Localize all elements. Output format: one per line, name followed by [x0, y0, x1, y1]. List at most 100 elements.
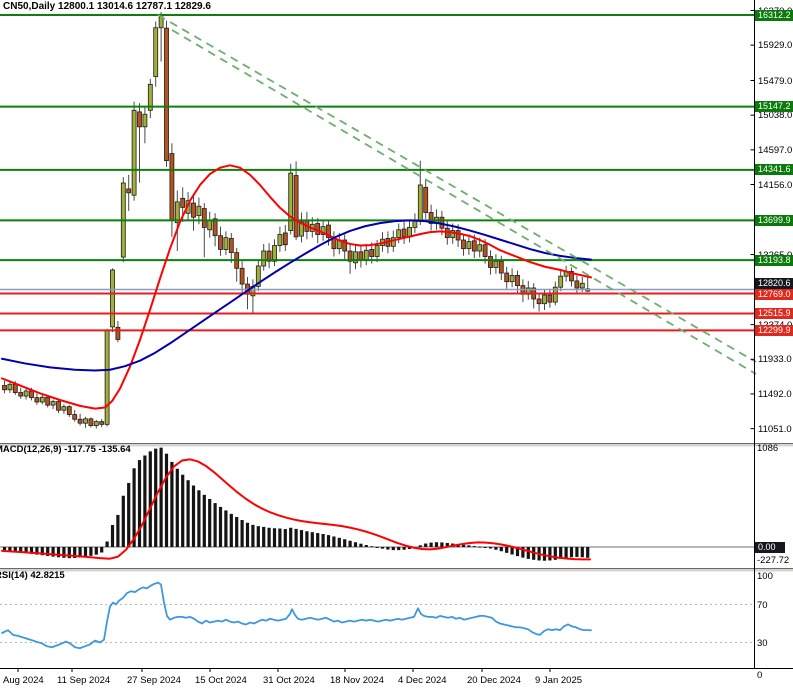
candle: [23, 388, 29, 400]
candle-body-bear: [239, 267, 245, 285]
candle-body-bear: [293, 175, 299, 238]
candle-body-bull: [23, 390, 29, 397]
candle: [320, 220, 326, 241]
candle: [18, 387, 24, 399]
macd-bar: [305, 531, 309, 547]
macd-bar: [564, 547, 568, 558]
candle: [461, 233, 466, 256]
candle-body-bull: [417, 184, 423, 221]
candle: [423, 178, 429, 219]
candle: [488, 250, 493, 275]
candle: [563, 265, 569, 282]
macd-bar: [137, 460, 142, 547]
macd-bar: [353, 542, 358, 547]
candle-body-bull: [509, 274, 515, 283]
macd-bar: [289, 527, 293, 547]
candle: [164, 20, 169, 167]
candle: [272, 239, 277, 266]
candle-body-bear: [369, 249, 375, 257]
candle-body-bear: [29, 390, 34, 399]
pane-separator[interactable]: [0, 443, 793, 448]
candle: [407, 220, 412, 243]
candle: [261, 243, 267, 271]
time-axis-label: 11 Sep 2024: [57, 675, 111, 686]
time-axis-label: 27 Sep 2024: [127, 675, 181, 686]
macd-bar: [429, 542, 433, 547]
macd-bar: [348, 540, 352, 547]
macd-bar: [202, 494, 206, 547]
descending-trendline[interactable]: [157, 14, 757, 363]
price-level-badge-green: 13699.9: [755, 214, 793, 226]
candle: [255, 259, 261, 292]
descending-trendline[interactable]: [171, 29, 757, 375]
rsi-line: [1, 581, 592, 650]
time-axis-label: 9 Jan 2025: [535, 675, 583, 686]
candle: [131, 101, 137, 201]
time-axis-label: 4 Dec 2024: [398, 675, 447, 686]
macd-bar: [483, 547, 487, 548]
price-axis-label: 15479.0: [758, 75, 793, 87]
macd-bar: [359, 543, 363, 547]
price-axis-label: 15038.0: [758, 110, 793, 122]
macd-bar: [488, 547, 493, 549]
price-pane[interactable]: [0, 12, 757, 429]
macd-bar: [78, 547, 82, 558]
macd-bar: [461, 544, 466, 547]
macd-bar: [148, 451, 152, 547]
candle-body-bear: [99, 421, 105, 425]
price-axis-label: 11051.0: [758, 423, 792, 435]
macd-bar: [110, 525, 115, 547]
macd-bar: [316, 533, 320, 547]
macd-bar: [386, 547, 390, 550]
candle-body-bull: [353, 251, 358, 264]
ma-slow-line: [1, 219, 592, 372]
macd-bar: [332, 536, 336, 547]
symbol-title: CN50,Daily 12800.1 13014.6 12787.1 12829…: [3, 1, 211, 12]
pane-separator[interactable]: [0, 568, 793, 573]
candle: [331, 231, 337, 257]
macd-bar: [321, 534, 325, 547]
macd-bar: [208, 498, 212, 547]
candle: [66, 405, 72, 417]
macd-bar: [62, 547, 66, 558]
price-level-badge-green: 15147.2: [755, 101, 793, 113]
candle: [228, 232, 234, 263]
price-axis-label: 11933.0: [758, 354, 792, 366]
candle-body-bear: [45, 396, 51, 406]
candle: [45, 395, 51, 408]
macd-bar: [580, 547, 584, 558]
candle-body-bear: [56, 401, 61, 411]
candle-body-bear: [423, 186, 429, 213]
candle: [277, 226, 283, 252]
macd-pane[interactable]: [0, 447, 755, 561]
macd-bar: [29, 547, 34, 554]
macd-bar: [164, 453, 169, 547]
candle-body-bull: [477, 244, 483, 252]
macd-bar: [127, 482, 131, 547]
macd-bar: [132, 468, 136, 547]
macd-signal-line: [1, 458, 591, 561]
macd-bar: [40, 547, 44, 556]
macd-bar: [175, 468, 179, 547]
candle-body-bull: [50, 401, 56, 406]
candle-body-bear: [347, 250, 353, 262]
candle-body-bull: [61, 406, 67, 411]
macd-bar: [262, 526, 266, 547]
rsi-axis-label: 70: [757, 599, 768, 611]
macd-bar: [542, 547, 547, 561]
macd-bar: [326, 535, 331, 547]
macd-bar: [407, 547, 412, 550]
candle-body-bull: [299, 221, 304, 237]
candle-body-bear: [191, 202, 196, 218]
rsi-pane[interactable]: [0, 581, 755, 650]
rsi-axis-label: 100: [757, 571, 773, 582]
macd-bar: [515, 547, 520, 557]
price-level-badge-green: 13193.8: [755, 254, 793, 266]
candle-body-bear: [358, 251, 364, 261]
candle-body-bear: [18, 392, 24, 397]
macd-histogram: [2, 447, 590, 561]
candle: [147, 78, 153, 119]
macd-bar: [499, 547, 503, 552]
candle: [299, 212, 304, 243]
